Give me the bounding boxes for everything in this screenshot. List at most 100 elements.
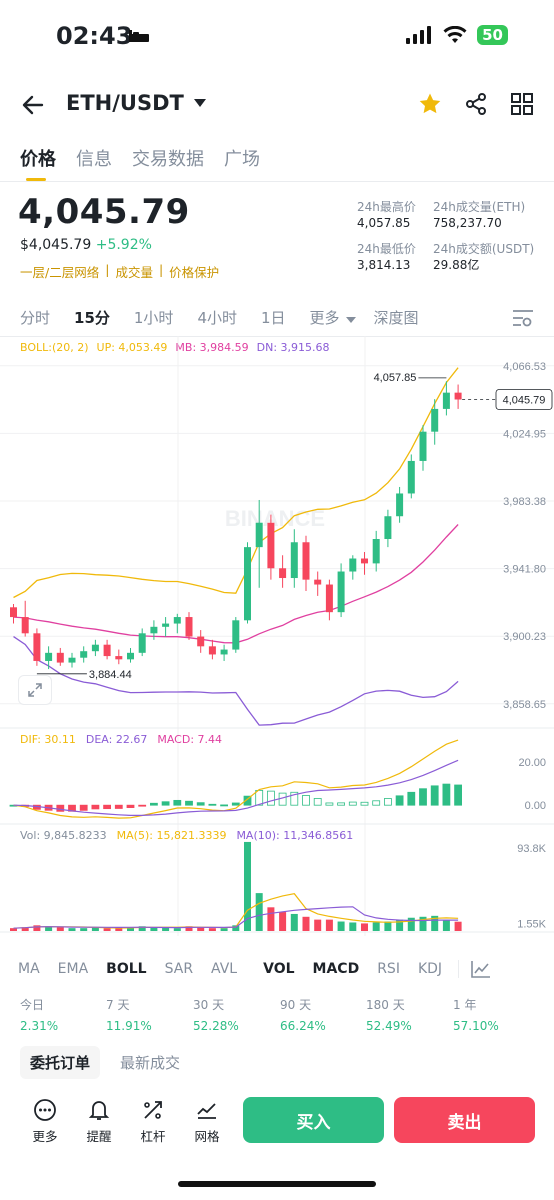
indicator-settings-icon[interactable] <box>471 960 491 978</box>
candle-body <box>419 431 427 461</box>
candle-body <box>68 657 76 663</box>
volume-bar <box>220 928 228 931</box>
tab-price[interactable]: 价格 <box>20 145 56 181</box>
macd-histogram-bar <box>302 795 310 806</box>
back-button[interactable] <box>20 92 46 118</box>
grid-label: 网格 <box>194 1129 220 1144</box>
tf-depth[interactable]: 深度图 <box>373 309 419 327</box>
boll-dn-line <box>13 636 459 726</box>
main-tabs: 价格 信息 交易数据 广场 <box>20 145 260 181</box>
macd-histogram-bar <box>278 792 287 806</box>
volume-bar <box>232 925 240 931</box>
price-axis-label: 3,983.38 <box>503 496 546 508</box>
tf-more[interactable]: 更多 <box>310 307 356 328</box>
more-dots-icon <box>34 1099 56 1121</box>
macd-histogram-bar <box>208 803 217 806</box>
watermark-text: BINANCE <box>225 506 325 531</box>
perf-90d: 90 天 66.24% <box>280 996 326 1033</box>
candle-body <box>103 644 111 657</box>
ind-macd[interactable]: MACD <box>312 961 360 977</box>
tf-1d[interactable]: 1日 <box>260 309 286 327</box>
perf-value: 52.28% <box>193 1019 239 1033</box>
candlestick-chart[interactable]: BINANCE 4,057.85 3,884.44 4,045.79 20.00 0.… <box>0 336 554 936</box>
macd-histogram-bar <box>407 791 416 806</box>
volume-bar <box>244 841 251 931</box>
ind-rsi[interactable]: RSI <box>377 961 400 977</box>
candle-body <box>33 633 41 661</box>
perf-value: 52.49% <box>366 1019 412 1033</box>
perf-today: 今日 2.31% <box>20 996 58 1033</box>
buy-button[interactable]: 买入 <box>243 1097 384 1143</box>
candle-body <box>138 633 146 653</box>
pair-selector[interactable]: ETH/USDT <box>66 91 206 115</box>
candle-body <box>232 620 240 650</box>
perf-value: 57.10% <box>453 1019 499 1033</box>
macd-dea-line <box>13 759 459 816</box>
battery-indicator: 50 <box>477 25 508 45</box>
macd-histogram-bar <box>360 801 369 806</box>
ind-kdj[interactable]: KDJ <box>417 961 443 977</box>
tag-layer-network[interactable]: 一层/二层网络 <box>20 265 100 280</box>
macd-histogram-bar <box>419 788 427 806</box>
sell-button[interactable]: 卖出 <box>394 1097 535 1143</box>
perf-1y: 1 年 57.10% <box>453 996 499 1033</box>
more-button[interactable]: 更多 <box>25 1098 65 1145</box>
ind-ma[interactable]: MA <box>18 961 40 977</box>
ind-sar[interactable]: SAR <box>164 961 194 977</box>
candle-body <box>10 607 17 618</box>
macd-dif-line <box>13 739 459 819</box>
perf-value: 66.24% <box>280 1019 326 1033</box>
volume-bar <box>349 922 357 931</box>
alert-button[interactable]: 提醒 <box>79 1098 119 1145</box>
tab-open-orders[interactable]: 委托订单 <box>20 1046 101 1079</box>
fullscreen-button[interactable] <box>18 675 52 705</box>
macd-histogram-bar <box>337 802 346 806</box>
share-icon[interactable] <box>464 92 488 116</box>
volume-bar <box>337 921 345 931</box>
vol-usdt-label: 24h成交额(USDT) <box>433 242 535 256</box>
macd-histogram-bar <box>454 784 463 806</box>
candle-body <box>349 558 357 572</box>
ind-vol[interactable]: VOL <box>263 961 295 977</box>
ind-boll[interactable]: BOLL <box>106 961 147 977</box>
grid-trading-icon <box>197 1103 216 1119</box>
volume-bar <box>68 928 76 931</box>
chart-settings-icon[interactable] <box>512 308 534 332</box>
tab-trading-data[interactable]: 交易数据 <box>132 149 204 170</box>
macd-legend: DIF: 30.11 DEA: 22.67 MACD: 7.44 <box>20 733 222 746</box>
candle-body <box>127 652 134 660</box>
leverage-button[interactable]: 杠杆 <box>133 1098 173 1145</box>
tag-price-protection[interactable]: 价格保护 <box>169 265 220 280</box>
candle-body <box>396 493 404 517</box>
tf-15m[interactable]: 15分 <box>74 309 110 327</box>
bottom-action-bar: 更多 提醒 杠杆 网格 <box>0 1094 554 1150</box>
tab-square[interactable]: 广场 <box>224 149 260 170</box>
volume-bar <box>91 927 99 931</box>
macd-histogram-bar <box>442 783 451 806</box>
tf-1h[interactable]: 1小时 <box>133 309 174 327</box>
macd-dif: DIF: 30.11 <box>20 733 76 746</box>
macd-histogram-bar <box>126 804 135 808</box>
tag-volume[interactable]: 成交量 <box>115 265 153 280</box>
ind-avl[interactable]: AVL <box>211 961 238 977</box>
vol-legend: Vol: 9,845.8233 MA(5): 15,821.3339 MA(10… <box>20 829 353 842</box>
macd-histogram-bar <box>149 802 158 806</box>
leverage-icon <box>144 1101 162 1119</box>
macd-histogram-bar <box>266 790 275 806</box>
vol-axis-label: 1.55K <box>517 919 546 931</box>
perf-label: 180 天 <box>366 998 405 1012</box>
tab-info[interactable]: 信息 <box>76 149 112 170</box>
grid-button[interactable]: 网格 <box>187 1098 227 1145</box>
volume-bar <box>127 927 134 931</box>
tf-4h[interactable]: 4小时 <box>197 309 237 327</box>
tabs-divider <box>0 181 554 182</box>
candle-body <box>407 460 415 494</box>
tab-recent-trades[interactable]: 最新成交 <box>120 1054 181 1072</box>
macd-histogram-bar <box>114 804 123 809</box>
ind-ema[interactable]: EMA <box>57 961 89 977</box>
volume-bar <box>138 926 146 931</box>
grid-layout-icon[interactable] <box>510 92 534 116</box>
favorite-star-icon[interactable] <box>418 92 442 116</box>
macd-histogram-bar <box>231 802 240 806</box>
tf-line[interactable]: 分时 <box>20 309 51 327</box>
